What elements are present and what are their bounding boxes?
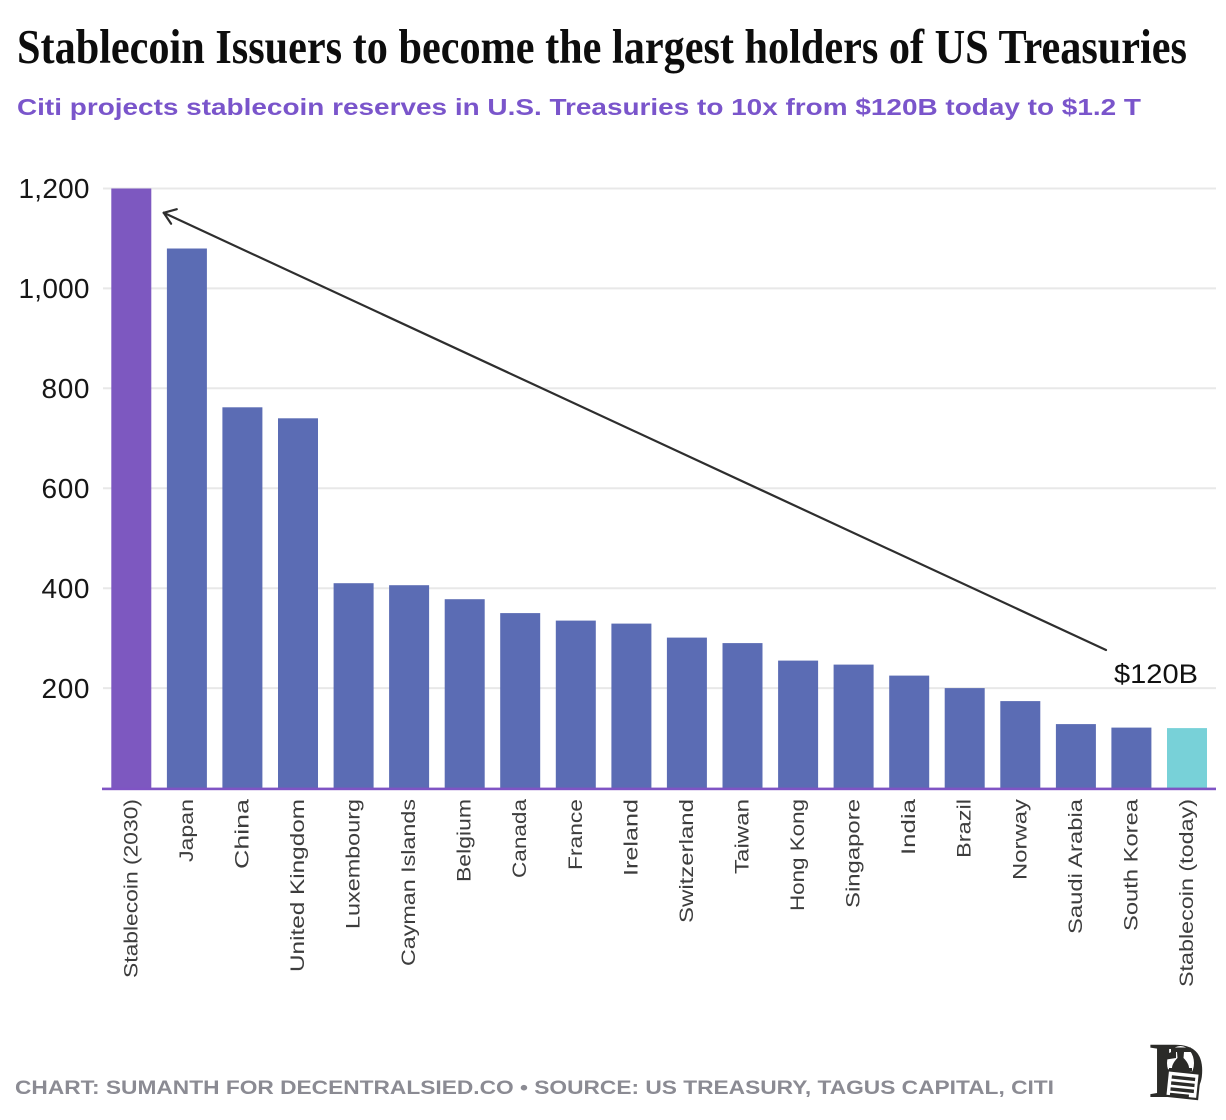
- svg-text:Canada: Canada: [509, 799, 531, 878]
- svg-text:600: 600: [42, 473, 90, 504]
- svg-text:Belgium: Belgium: [454, 799, 476, 882]
- svg-text:China: China: [231, 799, 253, 869]
- svg-text:Switzerland: Switzerland: [676, 799, 698, 923]
- svg-text:Cayman Islands: Cayman Islands: [398, 799, 420, 966]
- svg-text:400: 400: [42, 573, 90, 604]
- svg-text:Citi projects stablecoin reser: Citi projects stablecoin reserves in U.S…: [17, 94, 1142, 120]
- svg-text:200: 200: [42, 673, 90, 704]
- svg-text:India: India: [898, 799, 920, 855]
- svg-text:Brazil: Brazil: [954, 799, 976, 858]
- svg-text:Hong Kong: Hong Kong: [787, 799, 809, 911]
- svg-text:Japan: Japan: [176, 799, 198, 862]
- svg-text:Luxembourg: Luxembourg: [343, 799, 365, 929]
- svg-text:Norway: Norway: [1009, 799, 1031, 880]
- svg-text:Stablecoin (2030): Stablecoin (2030): [120, 799, 142, 978]
- svg-text:1,000: 1,000: [19, 273, 90, 304]
- svg-text:$120B: $120B: [1114, 659, 1198, 689]
- svg-text:Saudi Arabia: Saudi Arabia: [1065, 799, 1087, 934]
- svg-text:United Kingdom: United Kingdom: [287, 799, 309, 972]
- svg-text:Stablecoin Issuers to become t: Stablecoin Issuers to become the largest…: [17, 19, 1187, 74]
- svg-text:South Korea: South Korea: [1120, 799, 1142, 931]
- svg-text:Ireland: Ireland: [620, 799, 642, 876]
- svg-text:800: 800: [42, 373, 90, 404]
- svg-text:1,200: 1,200: [19, 173, 90, 204]
- svg-text:Taiwan: Taiwan: [732, 799, 754, 874]
- svg-text:Stablecoin (today): Stablecoin (today): [1176, 799, 1198, 987]
- svg-text:France: France: [565, 799, 587, 870]
- svg-text:CHART: SUMANTH FOR DECENTRALSI: CHART: SUMANTH FOR DECENTRALSIED.CO • SO…: [15, 1078, 1054, 1099]
- svg-text:Singapore: Singapore: [843, 799, 865, 908]
